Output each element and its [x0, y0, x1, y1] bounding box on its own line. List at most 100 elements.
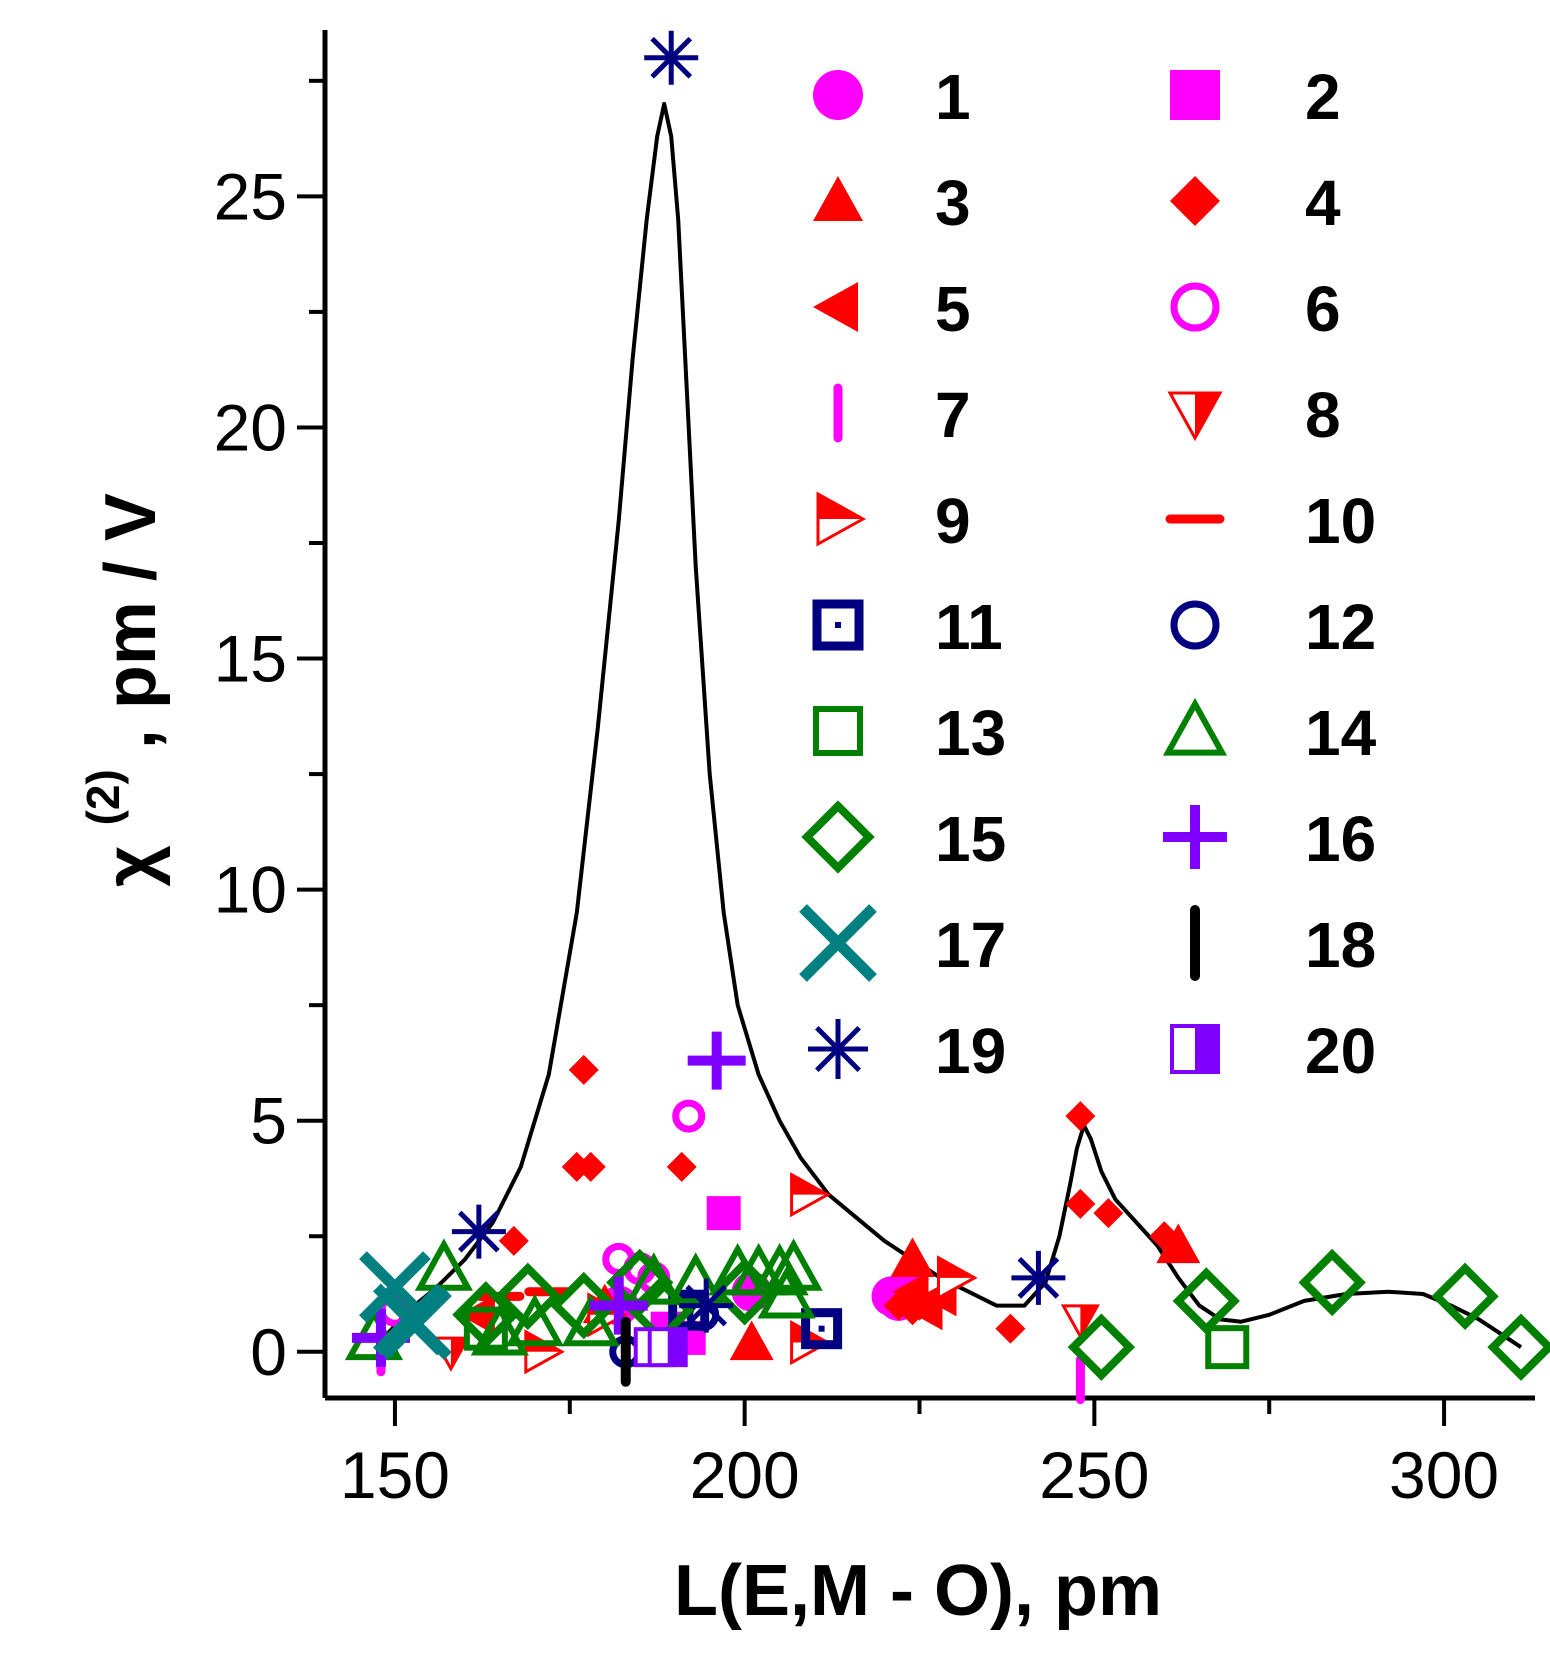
y-axis-title-superscript: (2): [77, 769, 129, 825]
legend-item-1: 1: [813, 61, 971, 133]
legend-item-17: 17: [799, 904, 1006, 982]
data-point-series-15: [550, 1271, 618, 1340]
legend-label-15: 15: [935, 803, 1006, 875]
legend-item-9: 9: [816, 485, 971, 557]
data-point-series-3: [729, 1320, 774, 1361]
legend-item-8: 8: [1167, 379, 1341, 451]
data-point-series-4: [1065, 1188, 1096, 1219]
legend-item-13: 13: [813, 697, 1006, 769]
data-point-series-15: [1172, 1267, 1240, 1335]
legend-label-14: 14: [1305, 697, 1377, 769]
data-point-series-11: [801, 1308, 843, 1350]
legend-marker-16: [1163, 805, 1227, 869]
legend-label-7: 7: [935, 379, 971, 451]
legend-item-16: 16: [1163, 803, 1376, 875]
data-point-series-5: [458, 1294, 495, 1335]
legend-marker-5: [813, 282, 858, 332]
legend-label-12: 12: [1305, 591, 1376, 663]
data-point-series-15: [1067, 1313, 1136, 1381]
data-point-series-19: [679, 1278, 734, 1333]
legend-label-6: 6: [1305, 273, 1341, 345]
data-point-series-16: [687, 1031, 746, 1090]
x-tick-label: 150: [340, 1438, 450, 1512]
legend-item-6: 6: [1170, 273, 1341, 345]
legend-marker-19: [808, 1019, 868, 1079]
data-point-series-19: [451, 1204, 506, 1259]
data-point-series-17: [380, 1288, 452, 1360]
legend-item-12: 12: [1170, 591, 1376, 663]
y-tick-label: 15: [214, 622, 287, 696]
y-tick-label: 25: [214, 159, 287, 233]
data-point-series-4: [1093, 1198, 1124, 1229]
data-point-series-4: [666, 1151, 697, 1182]
legend-item-19: 19: [808, 1015, 1006, 1087]
legend-item-18: 18: [1190, 905, 1376, 981]
legend-marker-14: [1162, 697, 1228, 756]
data-point-series-4: [1149, 1221, 1180, 1252]
data-point-series-8: [1060, 1304, 1100, 1340]
data-point-series-14: [470, 1303, 529, 1356]
y-tick-label: 20: [214, 390, 287, 464]
legend-item-11: 11: [812, 591, 1003, 663]
legend-marker-1: [813, 70, 863, 120]
legend-marker-13: [813, 706, 863, 756]
legend-label-5: 5: [935, 273, 971, 345]
data-point-series-4: [498, 1225, 529, 1256]
legend-marker-6: [1170, 282, 1220, 332]
data-point-series-9: [936, 1255, 978, 1301]
y-tick-label: 10: [214, 853, 287, 927]
data-point-series-4: [1065, 1101, 1096, 1132]
y-axis-title: χ (2) , pm / V: [55, 493, 171, 887]
legend-item-5: 5: [813, 273, 971, 345]
data-point-series-3: [1156, 1223, 1201, 1264]
series-20: [633, 1327, 688, 1368]
legend-item-4: 4: [1170, 167, 1341, 239]
legend-label-3: 3: [935, 167, 971, 239]
legend-item-14: 14: [1162, 697, 1377, 769]
data-point-series-3: [890, 1237, 935, 1277]
legend-label-1: 1: [935, 61, 971, 133]
data-point-series-20: [647, 1327, 688, 1368]
legend-marker-17: [799, 904, 877, 982]
y-tick-label: 5: [250, 1084, 287, 1158]
legend-label-2: 2: [1305, 61, 1341, 133]
y-axis-title-main: χ: [91, 845, 171, 887]
legend-item-2: 2: [1170, 61, 1341, 133]
data-point-series-15: [1431, 1262, 1499, 1330]
y-tick-label: 0: [250, 1315, 287, 1389]
legend-item-10: 10: [1165, 485, 1376, 557]
legend-marker-20: [1170, 1024, 1220, 1074]
x-axis-title: L(E,M - O), pm: [674, 1551, 1162, 1631]
series-19: [451, 30, 1066, 1333]
data-point-series-15: [494, 1262, 562, 1330]
y-axis-title-rest: , pm / V: [91, 493, 171, 749]
legend-label-11: 11: [935, 591, 1003, 663]
legend-label-4: 4: [1305, 167, 1341, 239]
data-point-series-5: [892, 1271, 929, 1312]
legend-label-13: 13: [935, 697, 1006, 769]
legend-marker-2: [1170, 70, 1220, 120]
legend-label-20: 20: [1305, 1015, 1376, 1087]
data-point-series-4: [575, 1151, 606, 1182]
series-17: [359, 1251, 452, 1360]
data-point-series-4: [568, 1054, 599, 1085]
legend-marker-3: [813, 176, 863, 221]
legend-item-15: 15: [801, 800, 1006, 875]
legend-label-16: 16: [1305, 803, 1376, 875]
legend-marker-15: [801, 800, 875, 874]
legend-marker-12: [1170, 600, 1220, 650]
x-tick-label: 250: [1039, 1438, 1149, 1512]
legend-item-7: 7: [833, 379, 971, 451]
data-point-series-14: [561, 1293, 620, 1347]
legend-label-9: 9: [935, 485, 971, 557]
legend-label-18: 18: [1305, 909, 1376, 981]
legend-item-20: 20: [1170, 1015, 1376, 1087]
series-15: [452, 1248, 1550, 1381]
legend-marker-8: [1167, 391, 1223, 442]
data-point-series-9: [790, 1172, 831, 1218]
data-point-series-15: [1298, 1248, 1366, 1317]
data-point-series-2: [706, 1196, 741, 1231]
data-point-series-16: [589, 1276, 648, 1335]
data-point-series-13: [1205, 1325, 1250, 1370]
